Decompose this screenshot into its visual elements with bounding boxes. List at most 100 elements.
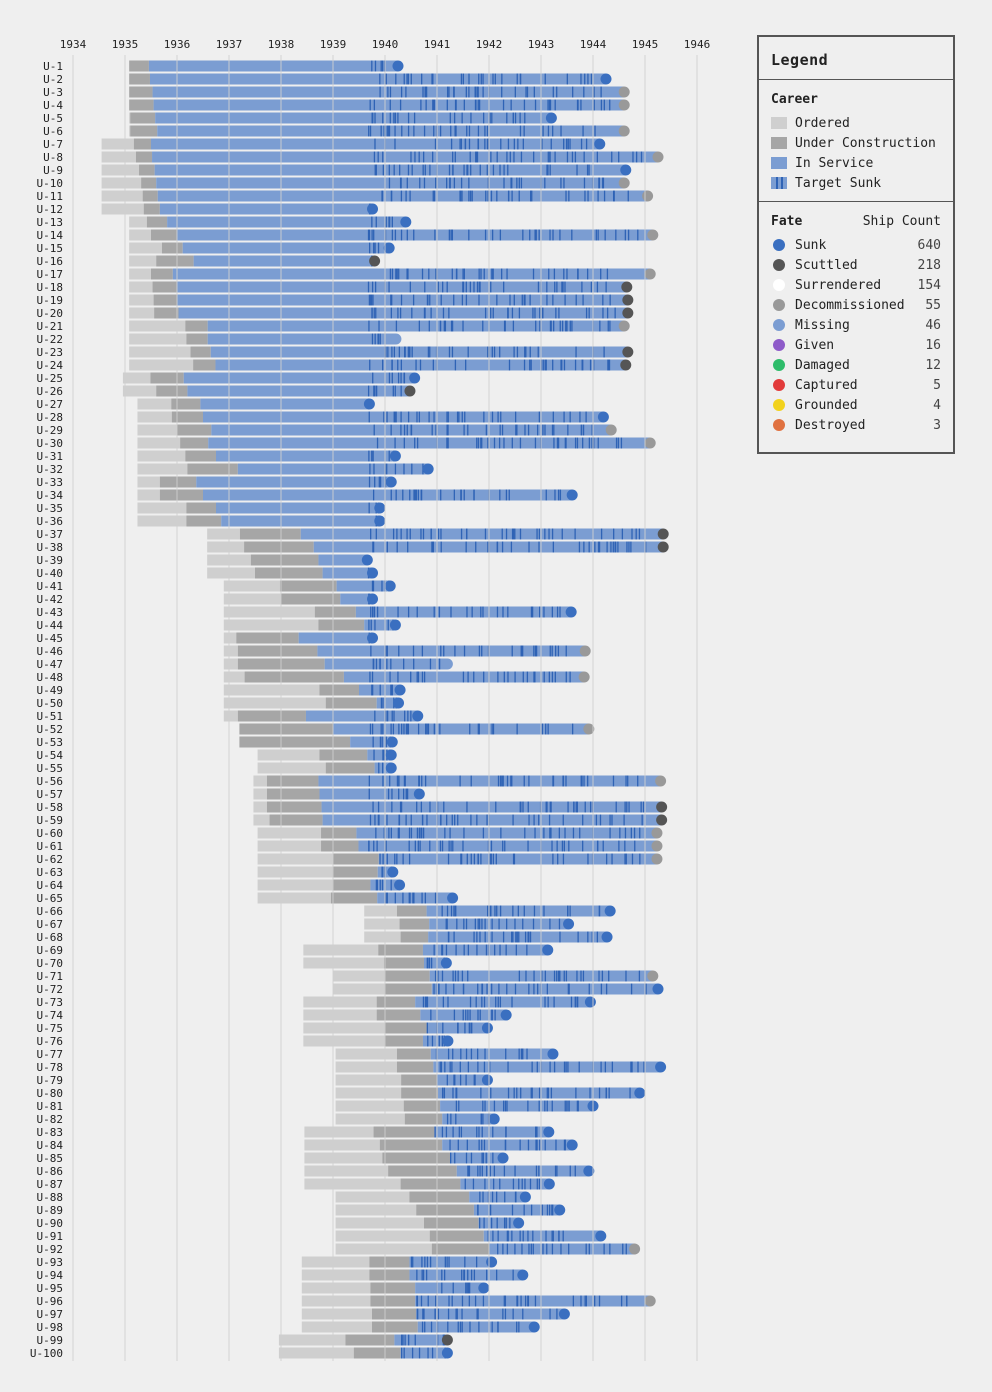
legend-fate-item: Destroyed 3 [771,415,941,435]
target-sunk-tick [400,86,403,98]
target-sunk-tick [562,1230,564,1242]
target-sunk-tick [389,86,392,98]
target-sunk-tick [379,879,381,891]
fate-dot [440,957,452,969]
target-sunk-tick [569,905,571,917]
target-sunk-tick [424,996,427,1008]
target-sunk-tick [490,853,492,865]
target-sunk-tick [494,905,496,917]
construction-bar [384,983,432,995]
ordered-bar [223,593,281,605]
target-sunk-tick [441,1087,444,1099]
target-sunk-tick [483,671,485,683]
target-sunk-tick [533,905,536,917]
target-sunk-tick [447,853,450,865]
target-sunk-tick [522,138,524,150]
target-sunk-tick [598,970,600,982]
target-sunk-tick [447,437,449,449]
boat-label: U-95 [37,1282,64,1295]
target-sunk-tick [438,983,440,995]
construction-bar [376,1009,421,1021]
target-sunk-tick [428,320,430,332]
service-bar [483,1230,601,1242]
target-sunk-tick [528,541,530,553]
target-sunk-tick [504,840,506,852]
service-bar [167,216,406,228]
target-sunk-tick [549,827,551,839]
target-sunk-tick [435,268,437,280]
target-sunk-tick [590,281,593,293]
target-sunk-tick [478,645,481,657]
target-sunk-tick [386,411,388,423]
target-sunk-tick [396,853,398,865]
legend-career-item: Ordered [771,113,941,133]
target-sunk-tick [371,684,373,696]
target-sunk-tick [486,125,489,137]
target-sunk-tick [442,996,445,1008]
legend-label: Missing [795,317,850,333]
fate-dot [413,788,425,800]
target-sunk-tick [588,437,591,449]
target-sunk-tick [483,411,485,423]
target-sunk-tick [565,190,567,202]
ordered-bar [129,346,191,358]
ordered-bar [278,1334,346,1346]
boat-label: U-32 [37,463,64,476]
fate-dot [389,450,401,462]
target-sunk-tick [441,840,444,852]
target-sunk-tick [507,164,509,176]
target-sunk-tick [398,268,400,280]
target-sunk-tick [400,411,402,423]
ordered-bar [137,502,187,514]
target-sunk-tick [407,710,409,722]
target-sunk-tick [421,1256,423,1268]
target-sunk-tick [510,541,513,553]
target-sunk-tick [487,190,489,202]
service-bar [433,1061,661,1073]
target-sunk-tick [470,112,472,124]
target-sunk-tick [483,1061,486,1073]
fate-dot [565,606,577,618]
ordered-bar [257,840,322,852]
target-sunk-tick [499,1178,501,1190]
fate-dot [595,1230,607,1242]
legend-count: 218 [917,257,941,273]
target-sunk-tick [538,1087,541,1099]
target-sunk-tick [487,541,489,553]
ordered-bar [129,242,162,254]
construction-bar [379,1139,443,1151]
target-sunk-tick [561,528,563,540]
fate-dot [579,645,591,657]
target-sunk-tick [575,1087,577,1099]
target-sunk-tick [512,1269,514,1281]
target-sunk-tick [511,528,514,540]
target-sunk-tick [527,801,529,813]
fate-dot [389,619,401,631]
target-sunk-tick [416,606,418,618]
target-sunk-tick [551,645,553,657]
target-sunk-tick [520,1295,522,1307]
target-sunk-tick [548,528,550,540]
target-sunk-tick [597,190,599,202]
target-sunk-tick [408,853,411,865]
target-sunk-tick [375,216,377,228]
construction-bar [129,60,149,72]
target-sunk-tick [429,294,431,306]
target-sunk-tick [580,775,582,787]
target-sunk-tick [390,879,392,891]
target-sunk-tick [393,411,395,423]
target-sunk-tick [553,996,555,1008]
fate-dot [600,73,612,85]
target-sunk-tick [452,840,454,852]
target-sunk-tick [393,346,396,358]
fate-dot [642,190,654,202]
target-sunk-tick [465,1282,467,1294]
target-sunk-tick [519,73,522,85]
target-sunk-tick [422,996,425,1008]
target-sunk-tick [382,749,384,761]
target-sunk-tick [434,892,437,904]
service-bar [216,450,396,462]
target-sunk-tick [557,489,560,501]
target-sunk-tick [368,502,370,514]
construction-bar [244,541,314,553]
